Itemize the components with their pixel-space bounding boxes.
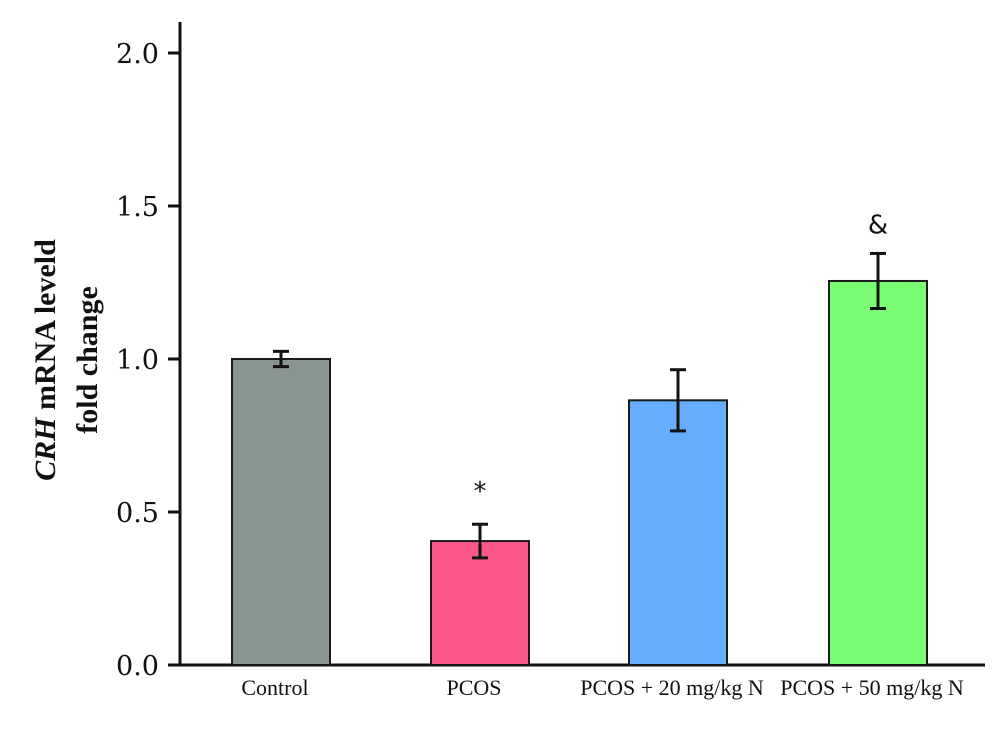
error-bar	[273, 349, 289, 369]
bars: *&	[231, 210, 928, 667]
bar	[628, 399, 728, 666]
significance-marker: *	[474, 477, 487, 507]
error-bar	[870, 251, 886, 311]
error-bar	[472, 522, 488, 560]
y-tick-label: 0.0	[116, 651, 159, 682]
y-tick-label: 1.5	[116, 192, 159, 223]
y-tick-label: 1.0	[116, 345, 159, 376]
error-bar	[670, 368, 686, 433]
x-tick-label: Control	[241, 675, 308, 700]
y-axis-title-rest: mRNA leveld	[29, 239, 62, 418]
y-axis-title: CRH mRNA leveld fold change	[29, 239, 104, 481]
bar	[828, 279, 928, 666]
y-axis-title-line1: CRH mRNA leveld	[29, 239, 62, 481]
significance-marker: &	[868, 210, 888, 240]
y-tick-label: 2.0	[116, 39, 159, 70]
y-tick-label: 0.5	[116, 498, 159, 529]
bar	[231, 358, 331, 666]
x-tick-label: PCOS	[446, 675, 501, 700]
y-axis-title-gene: CRH	[29, 416, 62, 481]
x-tick-label: PCOS + 20 mg/kg N	[580, 675, 764, 700]
bar	[430, 540, 530, 667]
x-tick-labels: Control PCOS PCOS + 20 mg/kg N PCOS + 50 mg…	[241, 675, 964, 700]
x-tick-label: PCOS + 50 mg/kg N	[780, 675, 964, 700]
y-axis-title-line2: fold change	[71, 286, 104, 434]
